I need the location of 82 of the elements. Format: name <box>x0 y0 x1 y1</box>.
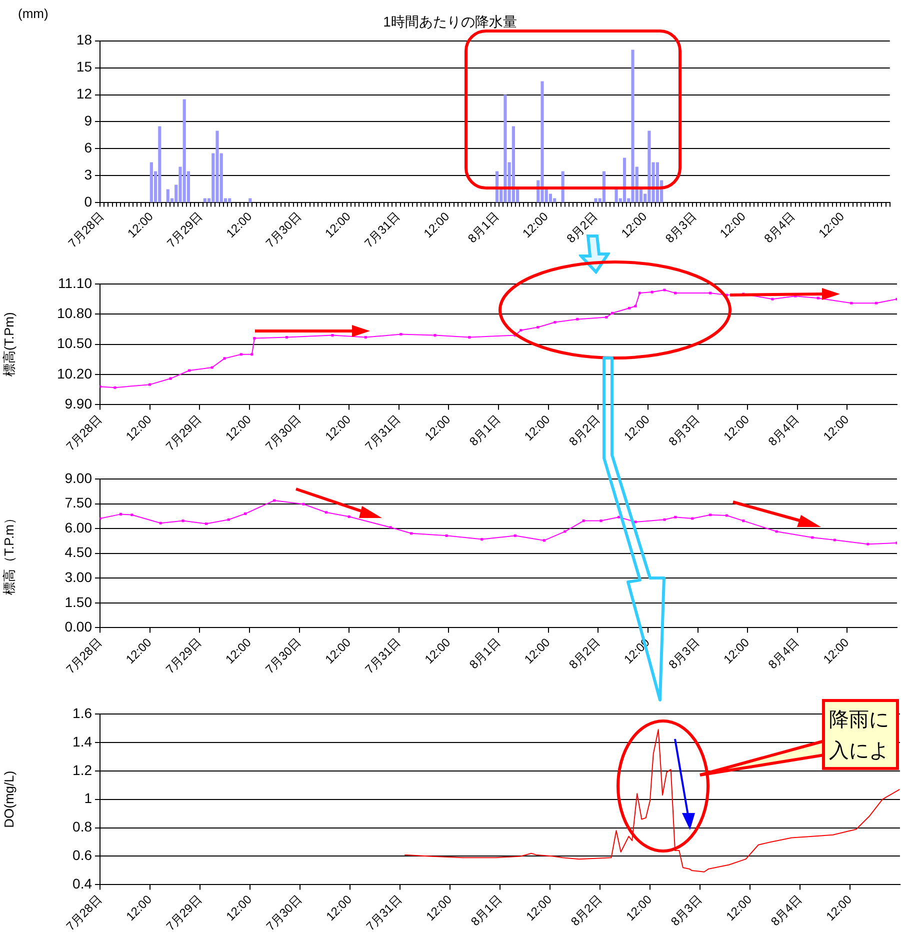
x-tick-label: 8月2日 <box>564 209 600 246</box>
bar <box>614 189 618 202</box>
bar <box>150 162 153 202</box>
bar <box>512 126 515 202</box>
x-tick-label: 7月31日 <box>362 635 404 676</box>
x-tick-label: 8月1日 <box>466 635 503 672</box>
y-axis-title: (mm) <box>18 6 48 22</box>
bar <box>648 130 651 202</box>
x-tick-label: 7月29日 <box>163 892 204 934</box>
y-axis-title: 標高(T.Pm) <box>1 312 16 376</box>
bar <box>216 130 219 202</box>
x-tick-label: 8月1日 <box>465 209 502 246</box>
y-tick-label: 3 <box>84 166 92 183</box>
x-tick-label: 7月30日 <box>262 209 304 250</box>
y-tick-label: 10.20 <box>56 365 92 382</box>
annotation: 降雨に入によ <box>822 699 896 769</box>
y-tick-label: 0.8 <box>72 818 92 835</box>
bar <box>248 198 252 202</box>
y-tick-label: 1.50 <box>64 594 92 610</box>
bar <box>228 198 232 202</box>
y-tick-label: 9.00 <box>64 470 92 486</box>
y-tick-label: 6.00 <box>64 519 92 536</box>
y-tick-label: 18 <box>76 32 92 48</box>
bar <box>540 81 544 202</box>
y-tick-label: 15 <box>76 58 92 75</box>
bar <box>548 194 552 202</box>
y-tick-label: 0 <box>84 194 92 210</box>
y-tick-label: 7.50 <box>64 494 92 511</box>
x-tick-label: 7月31日 <box>363 892 404 934</box>
y-tick-label: 12 <box>76 86 92 102</box>
x-tick-label: 8月4日 <box>768 892 804 929</box>
y-tick-label: 10.80 <box>56 305 92 322</box>
y-axis-title: 標高（T.P.m） <box>1 512 16 596</box>
y-tick-label: 0.6 <box>72 847 92 864</box>
x-tick-label: 8月4日 <box>761 209 798 246</box>
x-tick-label: 8月4日 <box>766 412 802 449</box>
y-axis-title: DO(mg/L) <box>1 770 16 828</box>
x-tick-label: 8月1日 <box>468 892 504 929</box>
y-tick-label: 11.10 <box>58 274 92 291</box>
x-tick-label: 8月2日 <box>568 892 604 929</box>
y-tick-label: 0.00 <box>64 618 92 635</box>
bar <box>504 94 507 202</box>
x-tick-label: 7月30日 <box>263 892 304 934</box>
bar <box>631 50 634 202</box>
x-tick-label: 7月29日 <box>163 635 204 676</box>
x-tick-label: 7月28日 <box>63 892 104 934</box>
y-tick-label: 0.4 <box>72 876 92 892</box>
y-tick-label: 10.50 <box>56 335 92 352</box>
y-tick-label: 1.6 <box>72 704 92 721</box>
y-tick-label: 1.2 <box>72 762 92 778</box>
x-tick-label: 7月31日 <box>362 209 403 250</box>
y-tick-label: 9.90 <box>64 396 92 412</box>
x-tick-label: 8月4日 <box>766 635 802 672</box>
bar <box>203 198 206 202</box>
y-tick-label: 4.50 <box>64 544 92 560</box>
x-tick-label: 7月30日 <box>262 635 304 676</box>
x-tick-label: 8月3日 <box>662 209 699 246</box>
x-tick-label: 7月31日 <box>362 412 404 454</box>
x-tick-label: 7月28日 <box>65 209 107 250</box>
x-tick-label: 7月28日 <box>63 412 104 454</box>
x-tick-label: 8月3日 <box>666 412 702 449</box>
y-tick-label: 9 <box>84 112 92 129</box>
x-tick-label: 8月2日 <box>566 412 603 449</box>
x-tick-label: 8月3日 <box>666 635 702 672</box>
x-tick-label: 7月29日 <box>163 412 204 454</box>
x-tick-label: 7月28日 <box>63 635 104 676</box>
x-tick-label: 7月29日 <box>164 209 206 250</box>
x-tick-label: 8月3日 <box>668 892 704 929</box>
y-tick-label: 6 <box>84 140 92 156</box>
x-tick-label: 7月30日 <box>262 412 304 454</box>
bar <box>656 162 659 202</box>
y-tick-label: 1.4 <box>72 733 92 750</box>
chart-title: 1時間あたりの降水量 <box>383 13 517 30</box>
bar <box>594 198 598 202</box>
y-tick-label: 3.00 <box>64 568 92 585</box>
bar <box>622 158 626 202</box>
x-tick-label: 8月1日 <box>466 412 503 449</box>
bar <box>182 99 186 202</box>
y-tick-label: 1 <box>84 790 92 806</box>
bar <box>158 126 162 202</box>
bar <box>166 189 170 202</box>
x-tick-label: 8月2日 <box>566 635 603 672</box>
